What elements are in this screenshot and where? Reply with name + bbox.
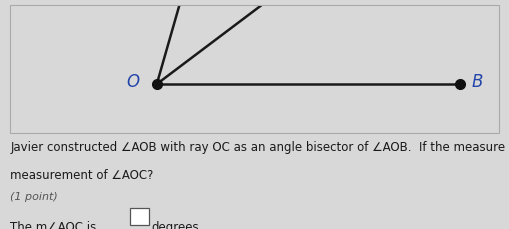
Text: O: O — [127, 73, 139, 90]
Text: B: B — [472, 73, 484, 90]
FancyBboxPatch shape — [130, 208, 149, 225]
Text: The m∠AOC is: The m∠AOC is — [10, 221, 96, 229]
Text: degrees.: degrees. — [152, 221, 203, 229]
Text: (1 point): (1 point) — [10, 192, 58, 202]
Text: measurement of ∠AOC?: measurement of ∠AOC? — [10, 169, 154, 182]
Text: Javier constructed ∠AOB with ray OC as an angle bisector of ∠AOB.  If the measur: Javier constructed ∠AOB with ray OC as a… — [10, 141, 509, 153]
